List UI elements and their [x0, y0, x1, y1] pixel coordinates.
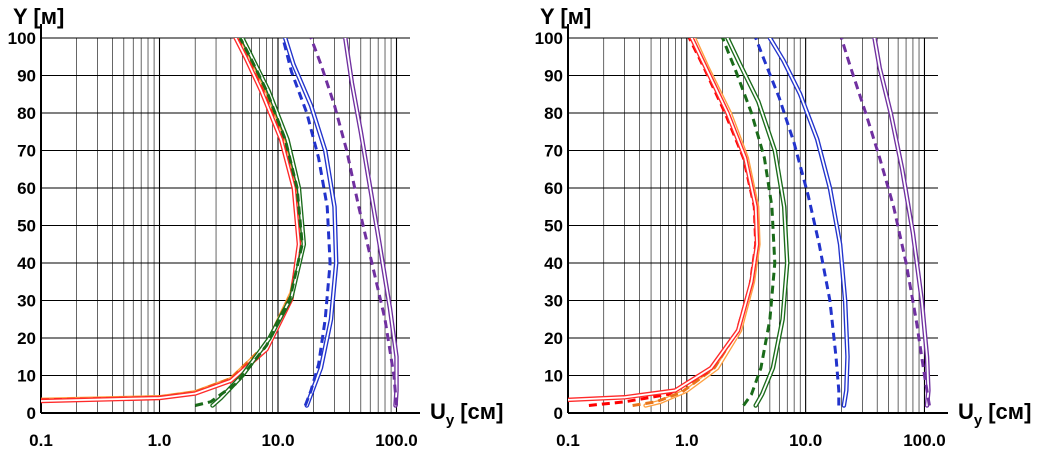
series-line-dashed: [839, 38, 931, 406]
x-axis-title-main: U: [958, 399, 974, 424]
y-axis-title: Y [м]: [540, 4, 591, 29]
series-line-dashed: [281, 38, 332, 407]
y-tick-label: 20: [544, 329, 563, 348]
x-axis-title-subscript: y: [446, 412, 455, 429]
series-line-double-inner: [284, 38, 338, 407]
y-tick-label: 100: [535, 29, 563, 48]
series-line-dashed: [194, 38, 304, 407]
x-tick-label: 0.1: [29, 431, 53, 450]
y-tick-label: 60: [544, 179, 563, 198]
y-tick-label: 40: [17, 254, 36, 273]
series-line-dashed: [588, 38, 758, 407]
x-tick-label: 10.0: [261, 431, 294, 450]
series-line-dashed: [754, 38, 841, 406]
x-tick-label: 1.0: [148, 431, 172, 450]
y-axis-title: Y [м]: [13, 4, 64, 29]
x-tick-label: 100.0: [375, 431, 418, 450]
y-tick-label: 40: [544, 254, 563, 273]
y-tick-label: 10: [544, 367, 563, 386]
y-tick-label: 70: [544, 142, 563, 161]
series-line-double-inner: [568, 38, 758, 401]
x-axis-title-main: U: [430, 399, 446, 424]
y-tick-label: 80: [544, 104, 563, 123]
x-axis-title-subscript: y: [974, 412, 983, 429]
x-tick-label: 100.0: [903, 431, 946, 450]
y-tick-label: 80: [17, 104, 36, 123]
y-tick-label: 50: [544, 217, 563, 236]
y-tick-label: 90: [17, 67, 36, 86]
series-line-dashed: [309, 38, 398, 406]
series-line-double-inner: [726, 38, 789, 407]
y-tick-label: 60: [17, 179, 36, 198]
series-line-double-inner: [644, 38, 760, 407]
series-group: [568, 38, 931, 408]
y-tick-label: 30: [544, 292, 563, 311]
right-chart-panel: 0 10 20 30 40 50 60 70 80 90 100 0.1 1.0 10.0 100.0 Y […: [535, 4, 1032, 450]
x-axis-title-unit: [см]: [460, 399, 503, 424]
y-tick-label: 50: [17, 217, 36, 236]
series-line-double-outer: [41, 38, 302, 404]
series-line-double-outer: [643, 38, 761, 408]
y-tick-label: 20: [17, 329, 36, 348]
x-axis-title: Uy [см]: [958, 399, 1031, 429]
series-line-double-outer: [210, 38, 307, 408]
series-line-double-inner: [769, 38, 849, 407]
y-tick-label: 10: [17, 367, 36, 386]
series-line-dashed: [721, 38, 777, 407]
x-axis-title: Uy [см]: [430, 399, 503, 429]
series-line-double-outer: [568, 38, 760, 403]
y-tick-label: 0: [554, 404, 563, 423]
left-chart-panel: 0 10 20 30 40 50 60 70 80 90 100 0.1 1.0 10.0 100.0 Y […: [8, 4, 504, 450]
y-tick-label: 100: [8, 29, 36, 48]
series-line-double-inner: [873, 38, 930, 407]
y-tick-label: 0: [27, 404, 36, 423]
y-tick-label: 70: [17, 142, 36, 161]
x-tick-label: 0.1: [556, 431, 580, 450]
x-axis-title-unit: [см]: [988, 399, 1031, 424]
x-tick-label: 10.0: [789, 431, 822, 450]
y-tick-label: 30: [17, 292, 36, 311]
y-tick-label: 90: [544, 67, 563, 86]
series-group: [41, 38, 399, 408]
x-tick-label: 1.0: [675, 431, 699, 450]
series-line-double-inner: [344, 38, 398, 407]
